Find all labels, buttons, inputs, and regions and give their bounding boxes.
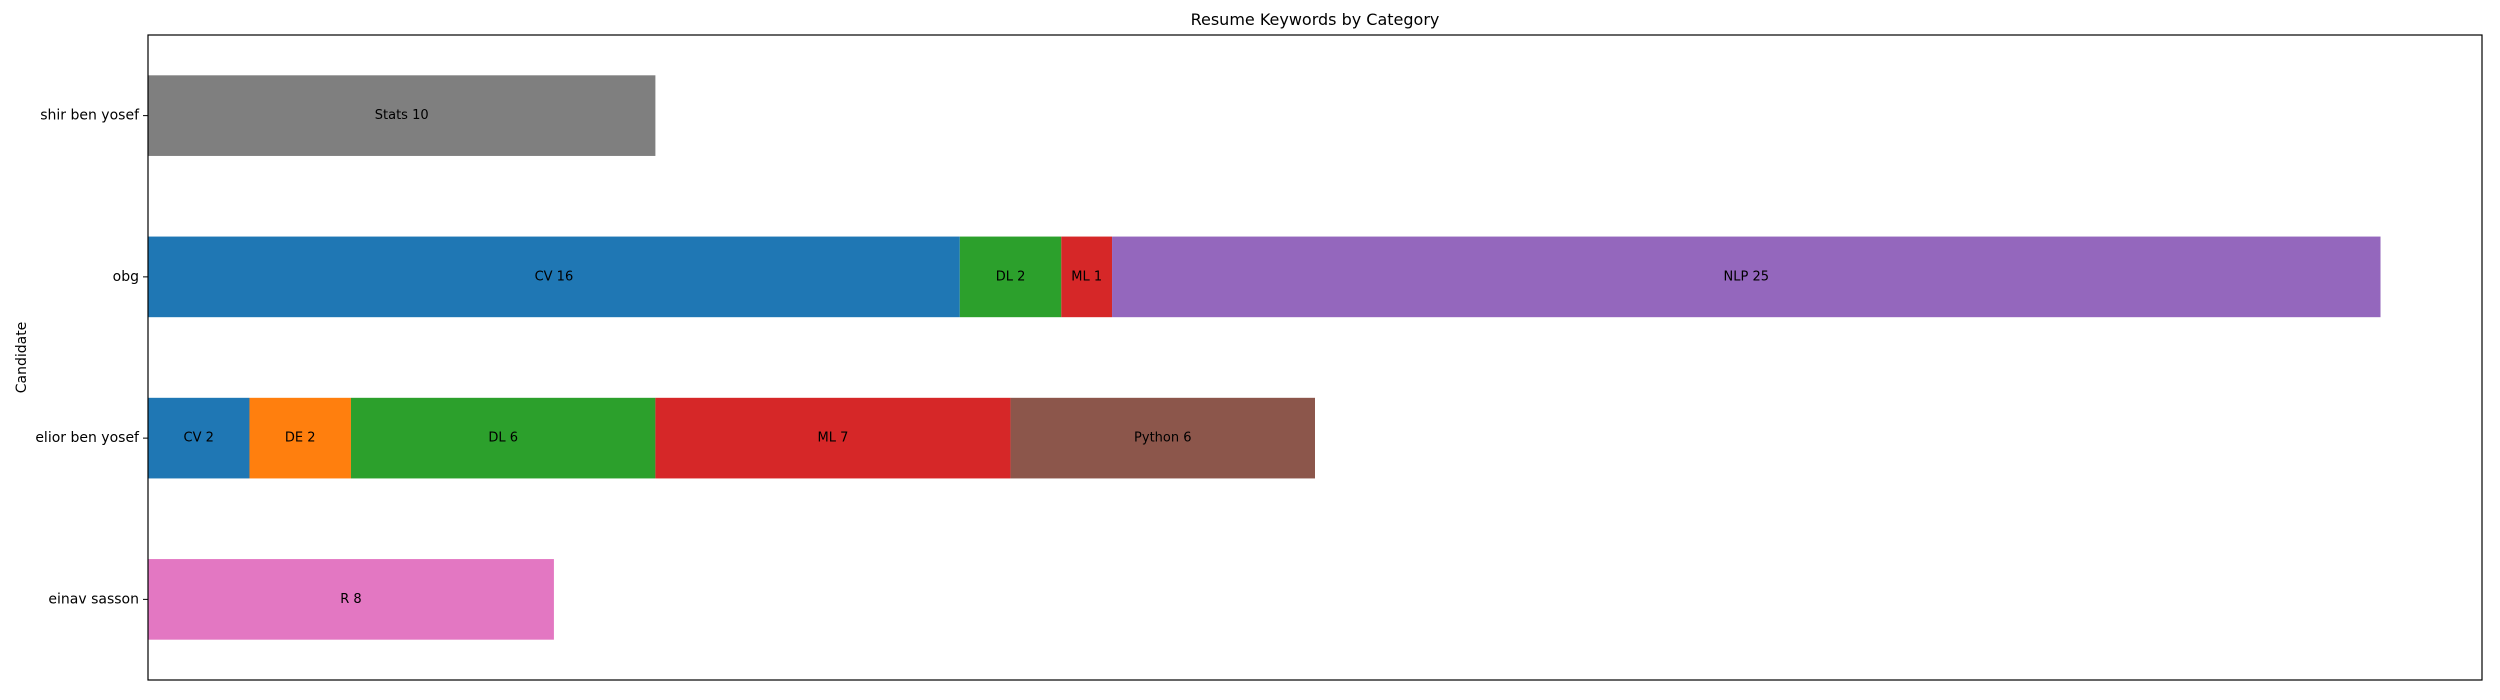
bar-segment-r-0 <box>148 559 554 640</box>
bar-segment-ml-1 <box>655 397 1011 479</box>
plot-frame <box>147 34 2483 681</box>
data-label-ml-1: ML 7 <box>818 431 849 446</box>
bar-segment-python-1 <box>1010 397 1315 479</box>
data-label-r-0: R 8 <box>340 592 361 607</box>
data-label-dl-2: DL 2 <box>996 269 1026 284</box>
bar-segment-dl-2 <box>959 236 1062 318</box>
data-label-dl-1: DL 6 <box>488 431 518 446</box>
y-tick-label-1: elior ben yosef <box>35 430 140 446</box>
bar-segment-ml-2 <box>1061 236 1113 318</box>
data-labels-layer: R 8 CV 2 DE 2 DL 6 ML 7 Python 6 CV 16 DL 2 ML 1… <box>184 108 1769 607</box>
y-tick-label-2: obg <box>113 269 139 285</box>
y-tick-label-3: shir ben yosef <box>40 108 140 124</box>
chart-title: Resume Keywords by Category <box>1190 10 1440 29</box>
data-label-python-1: Python 6 <box>1134 431 1191 446</box>
bar-segment-cv-2 <box>148 236 960 318</box>
bar-segment-cv-1 <box>148 397 250 479</box>
bar-segment-de-1 <box>249 397 351 479</box>
data-label-cv-2: CV 16 <box>535 269 574 284</box>
data-label-de-1: DE 2 <box>285 431 316 446</box>
y-ticks-layer: einav sasson elior ben yosef obg shir ben y… <box>35 108 148 607</box>
data-label-cv-1: CV 2 <box>184 431 214 446</box>
data-label-ml-2: ML 1 <box>1071 269 1102 284</box>
bar-segment-nlp-2 <box>1112 236 2381 318</box>
y-tick-label-0: einav sasson <box>48 591 139 607</box>
data-label-stats-3: Stats 10 <box>375 108 429 123</box>
bars-layer <box>148 75 2381 640</box>
y-axis-label: Candidate <box>14 322 30 394</box>
bar-segment-stats-3 <box>148 75 656 156</box>
bar-segment-dl-1 <box>350 397 656 479</box>
data-label-nlp-2: NLP 25 <box>1724 269 1769 284</box>
